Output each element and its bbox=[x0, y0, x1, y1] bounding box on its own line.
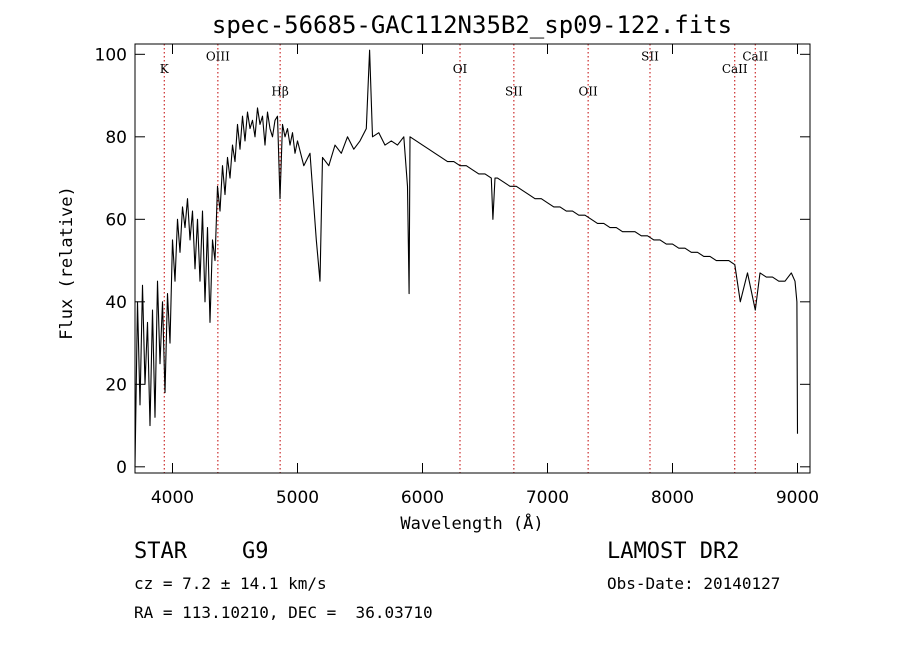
survey-name: LAMOST DR2 bbox=[607, 539, 740, 564]
line-marker-label: K bbox=[160, 62, 170, 76]
object-type: STAR bbox=[134, 539, 187, 564]
x-axis: 4000 5000 6000 7000 8000 9000 bbox=[151, 44, 819, 508]
x-axis-label: Wavelength (Å) bbox=[400, 512, 543, 534]
y-tick-label: 80 bbox=[105, 128, 127, 148]
subclass: G9 bbox=[242, 539, 269, 564]
x-tick-label: 6000 bbox=[401, 488, 444, 508]
x-tick-label: 5000 bbox=[276, 488, 319, 508]
y-tick-label: 100 bbox=[95, 45, 127, 65]
line-marker-label: OIII bbox=[206, 50, 230, 64]
spectrum-line bbox=[134, 49, 799, 467]
y-tick-label: 60 bbox=[105, 210, 127, 230]
coordinates: RA = 113.10210, DEC = 36.03710 bbox=[134, 603, 433, 622]
line-marker-label: SII bbox=[505, 85, 523, 99]
y-axis-label: Flux (relative) bbox=[57, 186, 77, 340]
obs-date: Obs-Date: 20140127 bbox=[607, 574, 781, 593]
y-tick-label: 20 bbox=[105, 375, 127, 395]
chart-title: spec-56685-GAC112N35B2_sp09-122.fits bbox=[212, 11, 732, 39]
y-tick-label: 0 bbox=[116, 458, 127, 478]
x-tick-label: 4000 bbox=[151, 488, 194, 508]
line-marker-label: OII bbox=[578, 85, 598, 99]
y-tick-label: 40 bbox=[105, 293, 127, 313]
line-marker-label: Hβ bbox=[271, 85, 288, 99]
line-marker-label: CaII bbox=[742, 50, 768, 64]
line-marker-label: OI bbox=[453, 62, 468, 76]
plot-frame bbox=[134, 43, 811, 474]
x-tick-label: 9000 bbox=[776, 488, 819, 508]
y-axis: 0 20 40 60 80 100 bbox=[95, 45, 810, 478]
x-tick-label: 8000 bbox=[651, 488, 694, 508]
line-marker-label: SII bbox=[641, 50, 659, 64]
line-marker-label: CaII bbox=[722, 62, 748, 76]
x-tick-label: 7000 bbox=[526, 488, 569, 508]
redshift: cz = 7.2 ± 14.1 km/s bbox=[134, 574, 327, 593]
